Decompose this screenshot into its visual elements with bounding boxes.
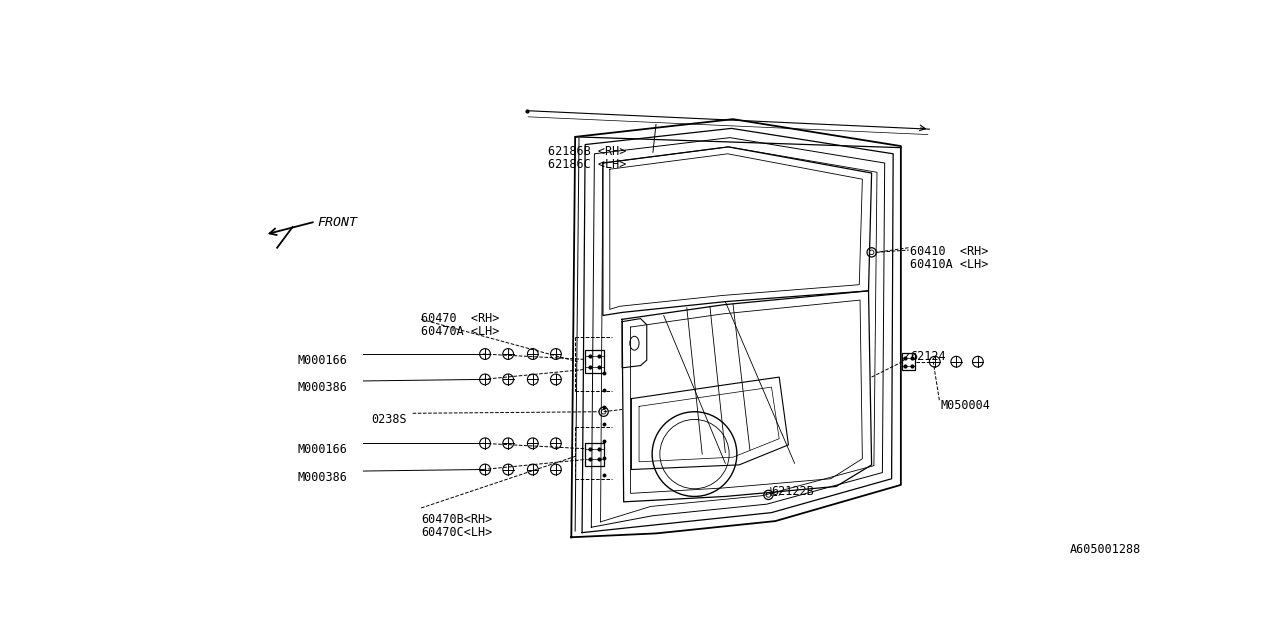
Text: M050004: M050004 bbox=[941, 399, 991, 412]
Text: 62186B <RH>: 62186B <RH> bbox=[548, 145, 627, 157]
Text: M000166: M000166 bbox=[298, 444, 348, 456]
Text: 60410A <LH>: 60410A <LH> bbox=[910, 258, 988, 271]
Bar bbox=[585, 350, 604, 373]
Bar bbox=[585, 442, 604, 466]
Text: 60470  <RH>: 60470 <RH> bbox=[421, 312, 499, 324]
Text: 0238S: 0238S bbox=[371, 413, 407, 426]
Text: M000166: M000166 bbox=[298, 354, 348, 367]
Text: 60470A <LH>: 60470A <LH> bbox=[421, 324, 499, 338]
Text: A605001288: A605001288 bbox=[1070, 543, 1140, 556]
Text: 60470B<RH>: 60470B<RH> bbox=[421, 513, 493, 525]
Text: 62124: 62124 bbox=[910, 350, 946, 363]
Text: M000386: M000386 bbox=[298, 471, 348, 484]
Text: 60410  <RH>: 60410 <RH> bbox=[910, 244, 988, 258]
Text: FRONT: FRONT bbox=[317, 216, 357, 229]
Bar bbox=[901, 353, 915, 370]
Text: M000386: M000386 bbox=[298, 381, 348, 394]
Text: 62186C <LH>: 62186C <LH> bbox=[548, 157, 627, 171]
Text: 60470C<LH>: 60470C<LH> bbox=[421, 525, 493, 539]
Text: 62122B: 62122B bbox=[772, 485, 814, 498]
